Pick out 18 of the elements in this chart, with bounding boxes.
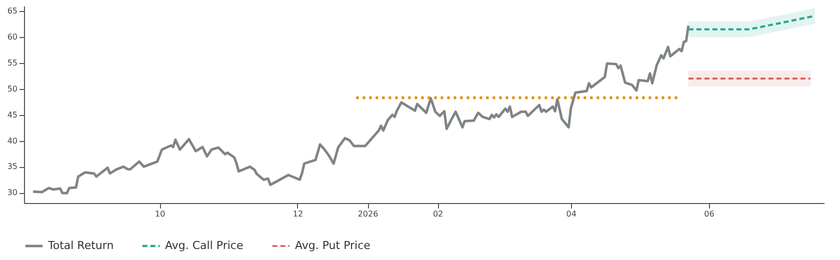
x-tick-label: 10 — [155, 210, 166, 218]
y-tick-label: 30 — [7, 188, 18, 198]
x-tick-label: 04 — [566, 210, 576, 218]
x-tick-label: 06 — [704, 210, 714, 218]
legend-label: Avg. Put Price — [295, 239, 371, 252]
y-tick-label: 60 — [7, 32, 18, 42]
y-tick-label: 35 — [7, 162, 18, 172]
y-tick-label: 50 — [7, 84, 18, 94]
y-tick-label: 55 — [7, 58, 18, 68]
y-tick-label: 65 — [7, 6, 18, 16]
x-tick-label: 02 — [432, 210, 444, 218]
y-tick-label: 40 — [7, 136, 18, 146]
x-tick-label: 2026 — [358, 210, 378, 218]
y-tick-label: 45 — [7, 110, 18, 120]
legend-label: Total Return — [47, 239, 114, 252]
x-tick-label: 12 — [292, 210, 304, 218]
legend-label: Avg. Call Price — [165, 239, 244, 252]
line-series — [32, 24, 690, 194]
